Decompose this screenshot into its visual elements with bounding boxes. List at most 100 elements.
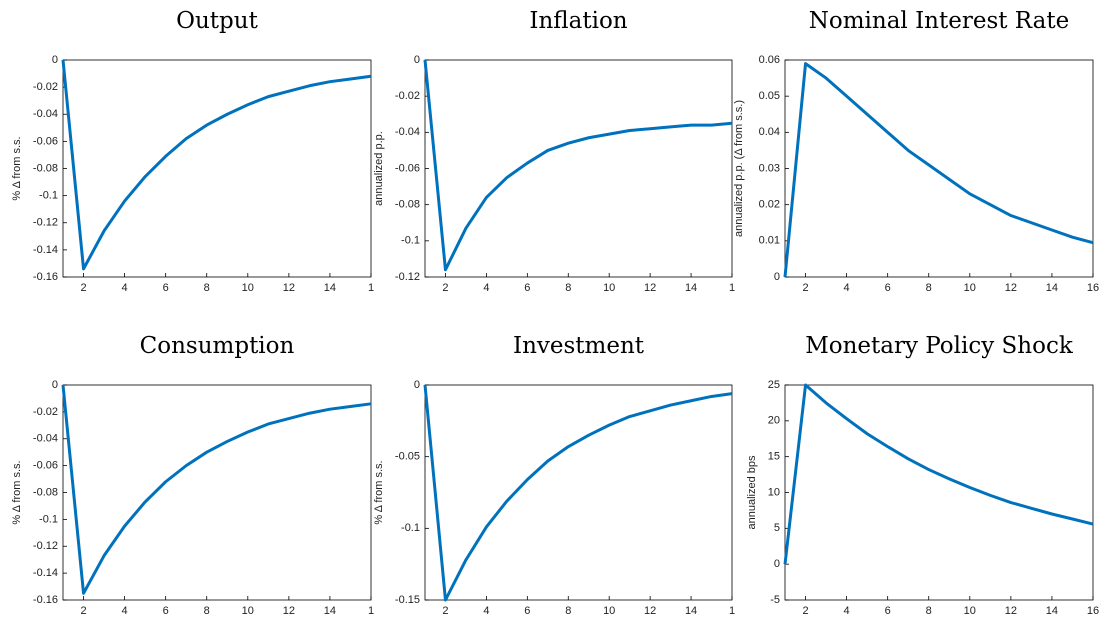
axes-box (62, 59, 372, 278)
y-axis-label: % Δ from s.s. (11, 136, 23, 200)
panel-title: Output (176, 8, 258, 34)
x-tick-label: 10 (242, 605, 254, 617)
x-tick-label: 6 (524, 282, 530, 294)
x-tick-label: 12 (1005, 282, 1017, 294)
x-tick-label: 8 (926, 282, 932, 294)
y-tick-label: -0.16 (33, 594, 58, 606)
x-tick-label: 1 (368, 605, 374, 617)
y-tick-label: 0.01 (759, 235, 780, 247)
y-tick-label: -5 (770, 594, 780, 606)
panel-title: Nominal Interest Rate (809, 8, 1069, 34)
y-tick-label: -0.1 (39, 513, 58, 525)
y-tick-label: 0 (414, 379, 420, 391)
x-tick-label: 1 (729, 282, 735, 294)
x-tick-label: 1 (368, 282, 374, 294)
y-tick-label: -0.14 (33, 567, 58, 579)
x-tick-label: 10 (603, 605, 615, 617)
y-tick-label: -0.06 (395, 162, 420, 174)
y-tick-label: -0.04 (33, 108, 58, 120)
x-tick-label: 10 (242, 282, 254, 294)
y-tick-label: 10 (768, 486, 780, 498)
x-tick-label: 8 (204, 605, 210, 617)
y-tick-label: -0.08 (395, 199, 420, 211)
y-tick-label: 25 (768, 379, 780, 391)
y-tick-label: -0.14 (33, 244, 58, 256)
y-tick-label: 5 (774, 522, 780, 534)
axes-box (424, 59, 733, 278)
series-line (783, 62, 1094, 278)
x-tick-label: 1 (729, 605, 735, 617)
y-tick-label: -0.12 (395, 271, 420, 283)
x-tick-label: 6 (163, 282, 169, 294)
y-tick-label: -0.04 (395, 126, 420, 138)
y-tick-label: -0.04 (33, 433, 58, 445)
x-tick-label: 6 (524, 605, 530, 617)
x-tick-label: 10 (964, 605, 976, 617)
x-tick-label: 14 (1046, 282, 1058, 294)
y-tick-label: -0.06 (33, 460, 58, 472)
x-tick-label: 2 (442, 282, 448, 294)
panel-title: Consumption (140, 333, 295, 359)
panel-title: Inflation (529, 8, 627, 34)
x-tick-label: 14 (1046, 605, 1058, 617)
x-tick-label: 4 (483, 605, 489, 617)
x-tick-label: 10 (603, 282, 615, 294)
series-line (61, 384, 372, 595)
y-tick-label: 0.03 (759, 162, 780, 174)
y-axis-label: % Δ from s.s. (11, 460, 23, 524)
x-tick-label: 12 (1005, 605, 1017, 617)
y-tick-label: 0 (52, 379, 58, 391)
x-tick-label: 12 (283, 282, 295, 294)
x-tick-label: 12 (283, 605, 295, 617)
series-line (423, 384, 733, 602)
x-tick-label: 12 (644, 605, 656, 617)
y-tick-label: 20 (768, 415, 780, 427)
panel-title: Investment (513, 333, 645, 359)
x-tick-label: 4 (122, 282, 128, 294)
y-tick-label: 0 (414, 54, 420, 66)
y-tick-label: -0.1 (39, 190, 58, 202)
x-tick-label: 12 (644, 282, 656, 294)
x-tick-label: 4 (844, 282, 850, 294)
y-tick-label: 0.04 (759, 126, 780, 138)
axes-box (784, 59, 1094, 278)
x-tick-label: 14 (685, 605, 697, 617)
x-tick-label: 4 (122, 605, 128, 617)
x-tick-label: 8 (565, 605, 571, 617)
axes-box (424, 384, 733, 601)
y-tick-label: 0.06 (759, 54, 780, 66)
y-tick-label: -0.02 (33, 81, 58, 93)
x-tick-label: 6 (885, 605, 891, 617)
x-tick-label: 8 (565, 282, 571, 294)
x-tick-label: 16 (1087, 605, 1099, 617)
series-line (423, 59, 733, 272)
y-tick-label: -0.12 (33, 217, 58, 229)
x-tick-label: 2 (80, 282, 86, 294)
y-tick-label: -0.05 (395, 451, 420, 463)
y-tick-label: -0.02 (395, 90, 420, 102)
y-tick-label: -0.16 (33, 271, 58, 283)
x-tick-label: 14 (685, 282, 697, 294)
x-tick-label: 2 (442, 605, 448, 617)
series-line (783, 383, 1094, 565)
x-tick-label: 4 (483, 282, 489, 294)
y-tick-label: 0 (52, 54, 58, 66)
y-tick-label: 0 (774, 271, 780, 283)
y-tick-label: 0 (774, 558, 780, 570)
y-tick-label: -0.08 (33, 162, 58, 174)
y-axis-label: annualized bps (746, 455, 758, 530)
axes-box (784, 384, 1094, 601)
x-tick-label: 6 (885, 282, 891, 294)
y-tick-label: -0.1 (401, 235, 420, 247)
y-tick-label: -0.1 (401, 522, 420, 534)
y-axis-label: annualized p.p. (373, 131, 385, 206)
x-tick-label: 14 (324, 282, 336, 294)
panel-title: Monetary Policy Shock (805, 333, 1074, 359)
x-tick-label: 2 (80, 605, 86, 617)
y-tick-label: -0.02 (33, 406, 58, 418)
y-tick-label: 15 (768, 451, 780, 463)
x-tick-label: 14 (324, 605, 336, 617)
y-tick-label: 0.05 (759, 90, 780, 102)
x-tick-label: 2 (802, 282, 808, 294)
series-line (61, 59, 372, 271)
